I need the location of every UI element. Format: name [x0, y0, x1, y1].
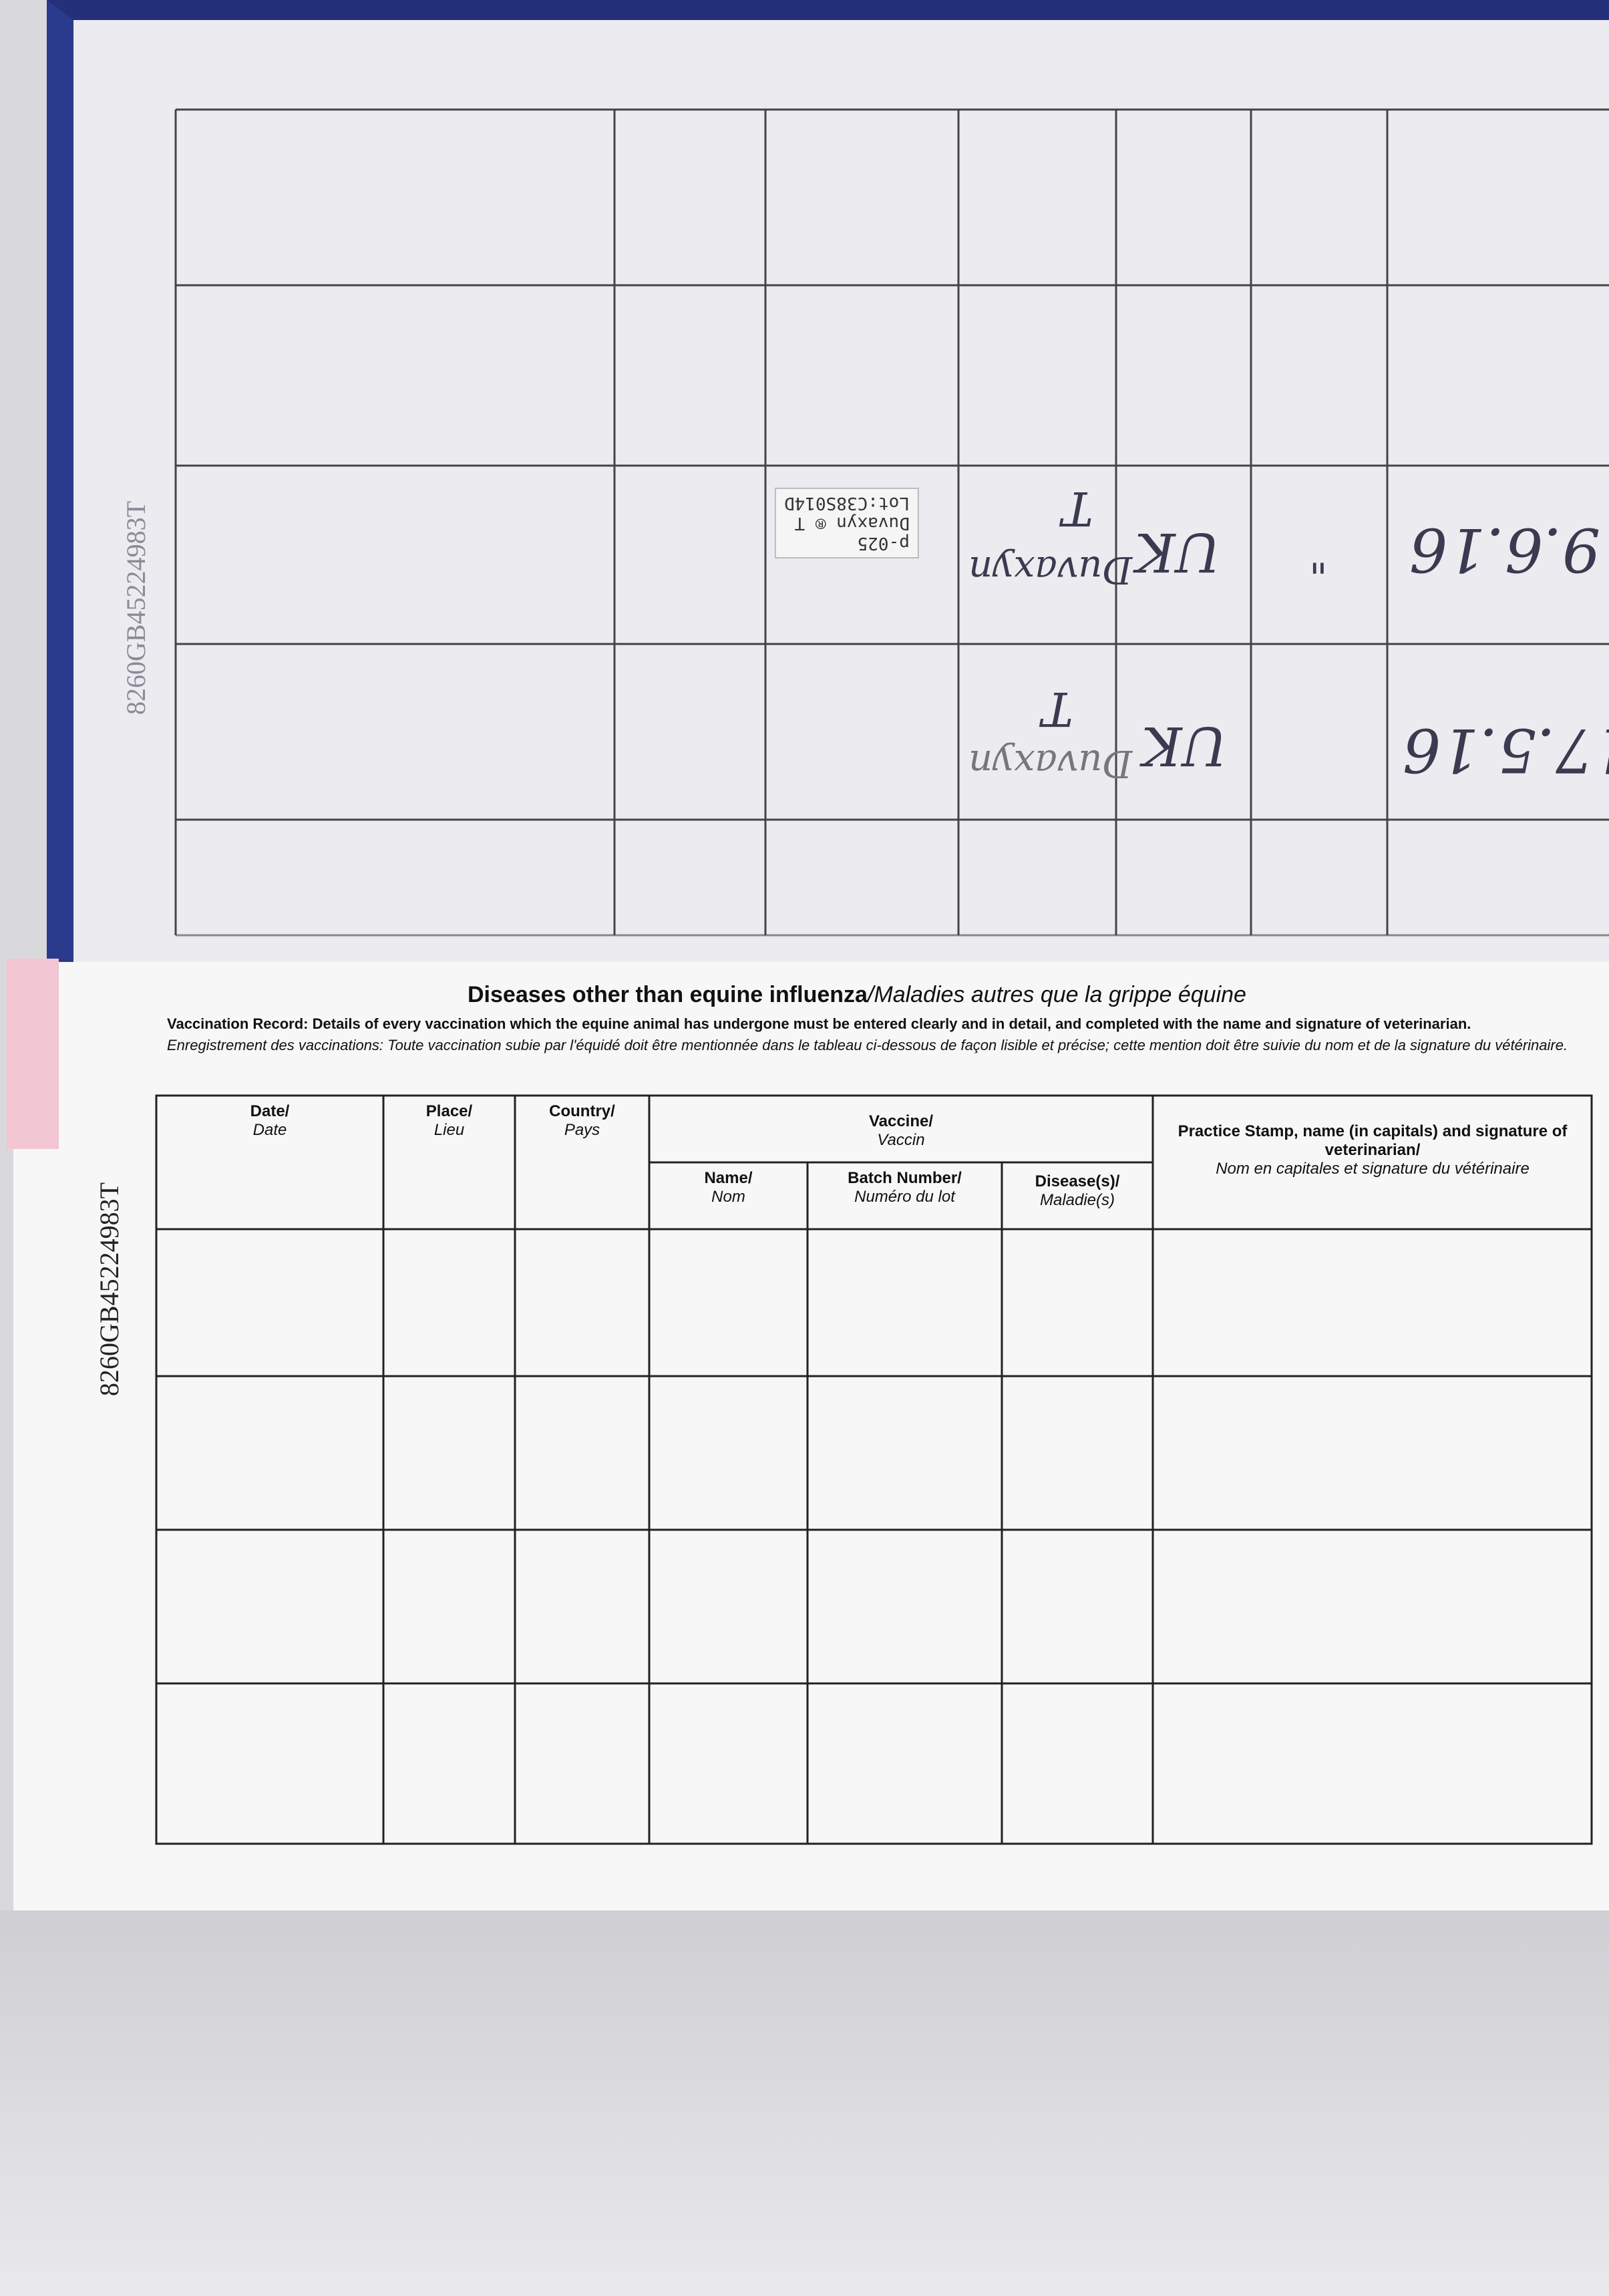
header-stamp: Practice Stamp, name (in capitals) and s…	[1162, 1122, 1583, 1178]
top-grid	[174, 108, 1609, 937]
header-vaccine: Vaccine/Vaccin	[649, 1112, 1153, 1150]
header-name: Name/Nom	[649, 1169, 808, 1206]
hand-date: 17.5.16	[1403, 715, 1609, 785]
section-title: Diseases other than equine influenza/Mal…	[468, 982, 1246, 1008]
header-place: Place/Lieu	[383, 1102, 515, 1140]
hand-vaccine: Duvaxyn	[968, 742, 1133, 785]
header-en: Disease(s)/	[1035, 1172, 1120, 1190]
header-en: Country/	[549, 1102, 615, 1120]
header-fr: Numéro du lot	[854, 1188, 955, 1206]
header-fr: Lieu	[433, 1121, 465, 1139]
header-fr: Pays	[564, 1121, 600, 1139]
side-code: 8260GB45224983T	[121, 501, 151, 715]
top-page	[47, 0, 1609, 962]
header-batch: Batch Number/Numéro du lot	[808, 1169, 1002, 1206]
bottom-grid	[155, 1094, 1593, 1845]
plastic-sleeve	[0, 1911, 1609, 2296]
header-country: Country/Pays	[515, 1102, 649, 1140]
hand-vaccine: Duvaxyn	[968, 548, 1133, 591]
sticker-product: Duvaxyn ® T	[794, 513, 910, 533]
bottom-page	[13, 962, 1609, 1911]
table-border	[155, 1094, 1593, 1845]
header-fr: Date	[252, 1121, 287, 1139]
header-en: Batch Number/	[848, 1169, 962, 1187]
batch-sticker: p-025 Duvaxyn ® T Lot:C38S014D	[775, 488, 919, 558]
sticker-code: p-025	[857, 533, 910, 553]
header-en: Name/	[704, 1169, 753, 1187]
header-en: Date/	[250, 1102, 290, 1120]
hand-country: UK	[1135, 521, 1221, 583]
sticker-lot: Lot:C38S014D	[784, 493, 910, 513]
header-en: Practice Stamp, name (in capitals) and s…	[1178, 1122, 1568, 1159]
header-en: Vaccine/	[868, 1112, 934, 1130]
intro: Vaccination Record: Details of every vac…	[167, 1015, 1471, 1032]
header-fr: Maladie(s)	[1039, 1191, 1115, 1209]
side-code: 8260GB45224983T	[94, 1182, 124, 1396]
header-fr: Nom en capitales et signature du vétérin…	[1216, 1160, 1530, 1178]
hand-date: 9.6.16	[1409, 514, 1601, 585]
hand-disease: T	[1042, 681, 1073, 736]
intro-fr: Enregistrement des vaccinations: Toute v…	[167, 1037, 1568, 1053]
hand-country: UK	[1142, 715, 1228, 777]
header-disease: Disease(s)/Maladie(s)	[1002, 1172, 1153, 1210]
header-fr: Vaccin	[877, 1131, 925, 1149]
header-fr: Nom	[711, 1188, 745, 1206]
title-fr: /Maladies autres que la grippe équine	[867, 982, 1246, 1007]
hand-disease: T	[1062, 481, 1093, 536]
header-date: Date/Date	[156, 1102, 383, 1140]
header-en: Place/	[425, 1102, 473, 1120]
hand-place: "	[1309, 534, 1328, 581]
pink-tab	[7, 959, 59, 1149]
title: Diseases other than equine influenza	[468, 982, 868, 1007]
